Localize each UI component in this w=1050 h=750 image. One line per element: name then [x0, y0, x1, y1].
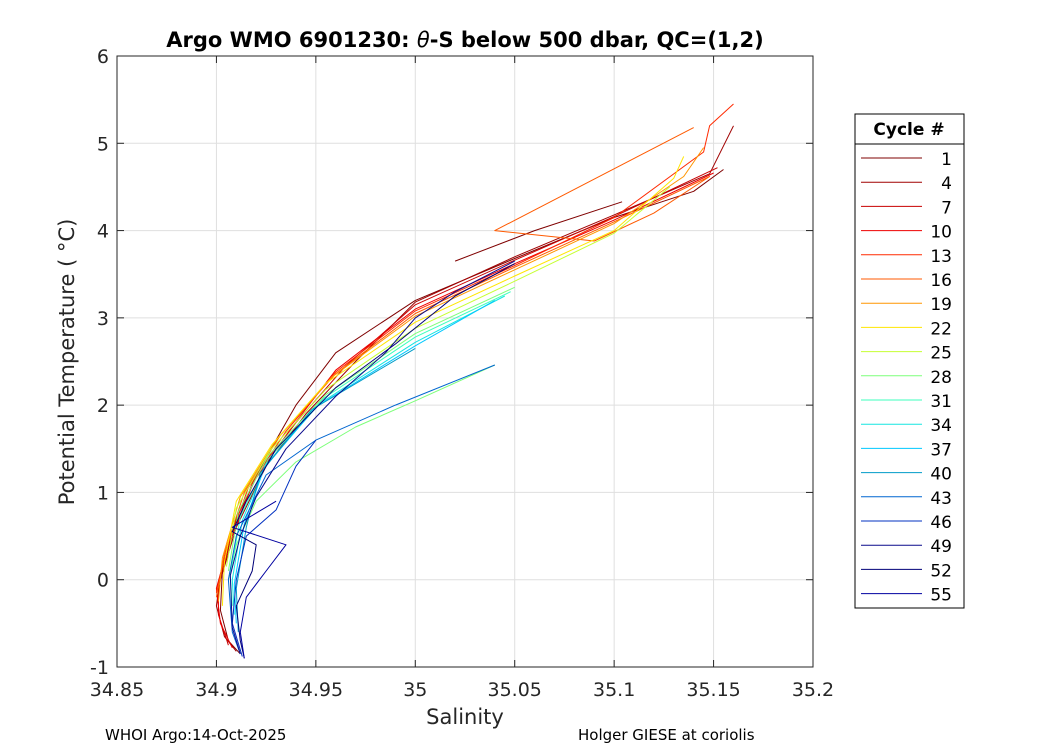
x-axis-ticks: 34.85 34.9 34.95 35 35.05 35.1 35.15 35.2: [90, 56, 834, 701]
series-line-cycle-22: [221, 156, 685, 606]
y-axis-label: Potential Temperature ( °C): [55, 219, 79, 506]
legend-label: 46: [930, 513, 952, 533]
legend-entries: 1 4 7 10 13 16 19 22 25 28 31 34 37 40 43 46 49 52 55: [861, 150, 952, 606]
y-axis-ticks: -1 0 1 2 3 4 5 6: [90, 46, 813, 679]
chart-title-prefix: Argo WMO 6901230:: [166, 28, 417, 52]
y-tick-label: 5: [97, 133, 109, 155]
footer-left: WHOI Argo:14-Oct-2025: [105, 726, 287, 744]
legend-label: 28: [930, 368, 952, 388]
legend-label: 25: [930, 344, 952, 364]
footer-right: Holger GIESE at coriolis: [578, 726, 755, 744]
legend-label: 52: [930, 561, 952, 581]
legend-label: 34: [930, 416, 952, 436]
series-line-cycle-49: [229, 260, 515, 655]
data-series: [215, 103, 734, 659]
y-tick-label: 0: [97, 570, 109, 592]
legend-label: 13: [930, 247, 952, 267]
legend-label: 31: [930, 392, 952, 412]
legend-title: Cycle #: [873, 120, 944, 140]
y-tick-label: 1: [97, 482, 109, 504]
legend-box: [854, 113, 965, 609]
y-tick-label: 6: [97, 46, 109, 68]
series-line-cycle-34: [231, 295, 506, 615]
y-tick-label: 2: [97, 395, 109, 417]
legend-label: 16: [930, 271, 952, 291]
y-tick-label: 3: [97, 308, 109, 330]
legend-label: 4: [941, 174, 952, 194]
x-tick-label: 35.1: [593, 679, 635, 701]
x-tick-label: 35.2: [792, 679, 834, 701]
legend: Cycle # 1 4 7 10 13 16 19 22 25 28 31 34 37 40 43 46 49 5…: [854, 113, 965, 609]
plot-frame: [116, 55, 814, 668]
legend-label: 40: [930, 465, 952, 485]
series-line-cycle-25: [225, 186, 671, 567]
x-tick-label: 34.85: [90, 679, 144, 701]
legend-label: 1: [941, 150, 952, 170]
x-tick-label: 35.05: [488, 679, 542, 701]
legend-label: 43: [930, 489, 952, 509]
chart-title-suffix: -S below 500 dbar, QC=(1,2): [430, 28, 764, 52]
chart-title: Argo WMO 6901230: θ-S below 500 dbar, QC…: [166, 28, 763, 52]
x-axis-label: Salinity: [426, 705, 504, 729]
series-line-cycle-4: [215, 125, 734, 652]
series-line-cycle-55: [231, 500, 287, 659]
series-line-cycle-1-upper: [454, 201, 623, 262]
x-tick-label: 35.15: [686, 679, 740, 701]
legend-label: 10: [930, 223, 952, 243]
y-tick-label: -1: [90, 657, 109, 679]
x-tick-label: 35: [403, 679, 427, 701]
legend-label: 55: [930, 586, 952, 606]
legend-label: 7: [941, 198, 952, 218]
x-tick-label: 34.9: [195, 679, 237, 701]
x-tick-label: 34.95: [289, 679, 343, 701]
series-line-cycle-16: [215, 127, 711, 598]
legend-label: 49: [930, 537, 952, 557]
series-line-cycle-28: [227, 364, 496, 580]
chart-title-theta: θ: [417, 28, 430, 52]
legend-label: 22: [930, 319, 952, 339]
series-line-cycle-13: [215, 103, 734, 593]
legend-label: 37: [930, 440, 952, 460]
y-tick-label: 4: [97, 221, 109, 243]
legend-label: 19: [930, 295, 952, 315]
series-line-cycle-52: [231, 263, 515, 659]
